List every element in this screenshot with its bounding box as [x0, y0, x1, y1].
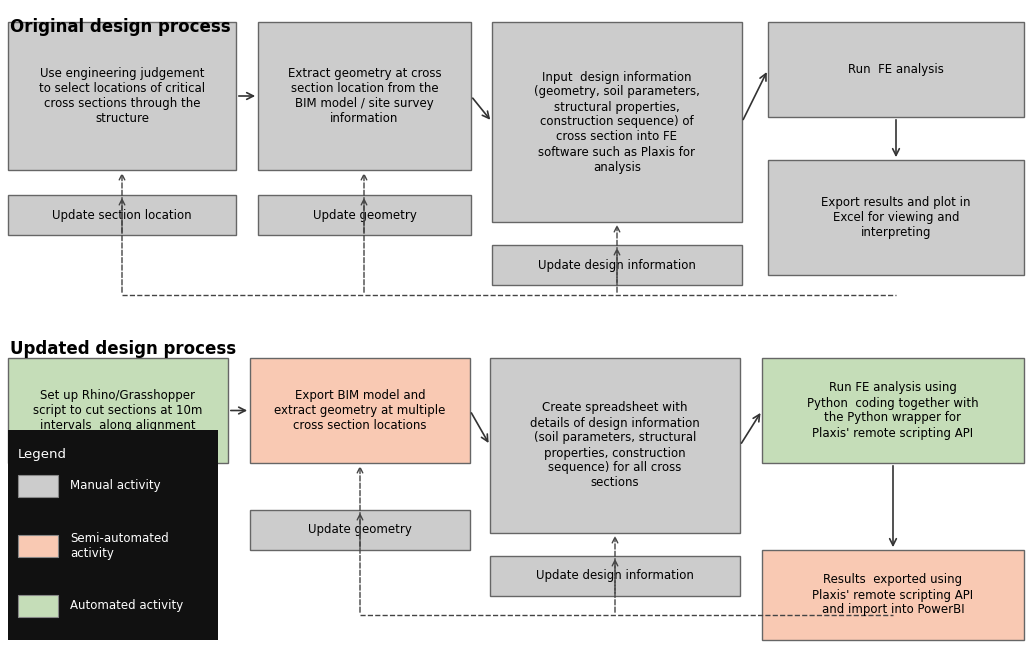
Text: Update section location: Update section location — [53, 208, 192, 221]
FancyBboxPatch shape — [492, 245, 742, 285]
FancyBboxPatch shape — [258, 195, 471, 235]
Text: Automated activity: Automated activity — [70, 600, 184, 613]
Text: Update geometry: Update geometry — [313, 208, 417, 221]
Text: Update design information: Update design information — [536, 570, 694, 583]
Text: Input  design information
(geometry, soil parameters,
structural properties,
con: Input design information (geometry, soil… — [535, 70, 700, 174]
Text: Updated design process: Updated design process — [10, 340, 236, 358]
Text: Semi-automated
activity: Semi-automated activity — [70, 532, 169, 560]
Text: Run  FE analysis: Run FE analysis — [848, 63, 944, 76]
FancyBboxPatch shape — [18, 535, 58, 557]
Text: Export BIM model and
extract geometry at multiple
cross section locations: Export BIM model and extract geometry at… — [275, 389, 446, 432]
FancyBboxPatch shape — [250, 510, 470, 550]
FancyBboxPatch shape — [8, 22, 236, 170]
FancyBboxPatch shape — [762, 550, 1024, 640]
FancyBboxPatch shape — [768, 22, 1024, 117]
Text: Update design information: Update design information — [538, 258, 696, 271]
FancyBboxPatch shape — [490, 358, 740, 533]
Text: Export results and plot in
Excel for viewing and
interpreting: Export results and plot in Excel for vie… — [821, 196, 971, 239]
Text: Legend: Legend — [18, 448, 67, 461]
FancyBboxPatch shape — [768, 160, 1024, 275]
FancyBboxPatch shape — [762, 358, 1024, 463]
Text: Original design process: Original design process — [10, 18, 230, 36]
Text: Results  exported using
Plaxis' remote scripting API
and import into PowerBI: Results exported using Plaxis' remote sc… — [812, 574, 973, 616]
FancyBboxPatch shape — [8, 195, 236, 235]
Text: Update geometry: Update geometry — [309, 523, 412, 536]
Text: Manual activity: Manual activity — [70, 480, 161, 493]
FancyBboxPatch shape — [8, 430, 218, 640]
Text: Run FE analysis using
Python  coding together with
the Python wrapper for
Plaxis: Run FE analysis using Python coding toge… — [807, 381, 978, 439]
Text: Set up Rhino/Grasshopper
script to cut sections at 10m
intervals  along alignmen: Set up Rhino/Grasshopper script to cut s… — [33, 389, 202, 432]
FancyBboxPatch shape — [492, 22, 742, 222]
FancyBboxPatch shape — [250, 358, 470, 463]
FancyBboxPatch shape — [490, 556, 740, 596]
FancyBboxPatch shape — [8, 358, 228, 463]
Text: Extract geometry at cross
section location from the
BIM model / site survey
info: Extract geometry at cross section locati… — [288, 67, 442, 125]
Text: Create spreadsheet with
details of design information
(soil parameters, structur: Create spreadsheet with details of desig… — [530, 402, 700, 490]
Text: Use engineering judgement
to select locations of critical
cross sections through: Use engineering judgement to select loca… — [39, 67, 205, 125]
FancyBboxPatch shape — [18, 595, 58, 617]
FancyBboxPatch shape — [258, 22, 471, 170]
FancyBboxPatch shape — [18, 475, 58, 497]
